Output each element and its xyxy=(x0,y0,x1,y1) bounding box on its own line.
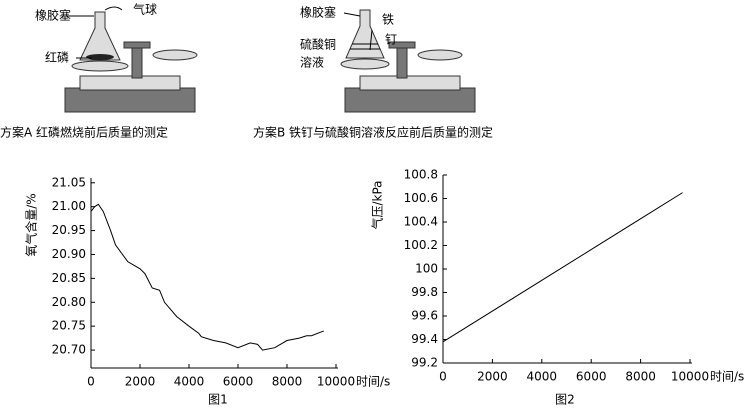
label: 红磷 xyxy=(45,50,69,65)
label: 铁 xyxy=(382,13,394,27)
x-tick-label: 4000 xyxy=(174,375,205,389)
x-tick-label: 10000 xyxy=(671,370,709,384)
y-tick-label: 20.90 xyxy=(52,247,86,261)
x-tick-label: 10000 xyxy=(317,375,355,389)
y-tick-label: 21.00 xyxy=(52,199,86,213)
label: 溶液 xyxy=(300,55,324,70)
x-tick-label: 8000 xyxy=(272,375,303,389)
x-tick-label: 0 xyxy=(439,370,447,384)
data-line xyxy=(90,203,324,351)
x-tick-label: 2000 xyxy=(125,375,156,389)
chart-caption: 图1 xyxy=(208,393,228,407)
label: 橡胶塞 xyxy=(35,8,71,23)
y-tick-label: 100.6 xyxy=(404,191,438,205)
x-axis-label: 时间/s xyxy=(710,370,744,384)
x-tick-label: 0 xyxy=(87,375,95,389)
y-tick-label: 100.8 xyxy=(404,168,438,182)
y-tick-label: 99.4 xyxy=(411,332,438,346)
y-tick-label: 20.80 xyxy=(52,295,86,309)
x-tick-label: 4000 xyxy=(527,370,558,384)
y-axis-label: 气压/kPa xyxy=(370,180,385,229)
y-tick-label: 99.6 xyxy=(411,309,438,323)
y-axis-label: 氧气含量/% xyxy=(24,193,39,256)
x-axis-label: 时间/s xyxy=(356,375,390,389)
data-line xyxy=(442,192,683,343)
y-tick-label: 100 xyxy=(415,262,438,276)
x-tick-label: 6000 xyxy=(576,370,607,384)
y-tick-label: 21.05 xyxy=(52,175,86,189)
caption: 方案A 红磷燃烧前后质量的测定 xyxy=(0,125,168,140)
label: 钉 xyxy=(385,33,397,47)
y-tick-label: 20.95 xyxy=(52,223,86,237)
apparatus-a xyxy=(62,6,198,113)
x-tick-label: 2000 xyxy=(477,370,508,384)
y-tick-label: 20.75 xyxy=(52,319,86,333)
x-tick-label: 8000 xyxy=(625,370,656,384)
x-tick-label: 6000 xyxy=(223,375,254,389)
chart-caption: 图2 xyxy=(555,393,575,407)
y-tick-label: 20.85 xyxy=(52,271,86,285)
y-tick-label: 100.2 xyxy=(404,238,438,252)
label: 硫酸铜 xyxy=(300,37,336,52)
label: 气球 xyxy=(133,2,157,17)
y-tick-label: 99.8 xyxy=(411,285,438,299)
y-tick-label: 99.2 xyxy=(411,356,438,370)
label: 橡胶塞 xyxy=(300,5,336,20)
y-tick-label: 20.70 xyxy=(52,343,86,357)
y-tick-label: 100.4 xyxy=(404,215,438,229)
apparatus-b xyxy=(340,9,476,113)
caption: 方案B 铁钉与硫酸铜溶液反应前后质量的测定 xyxy=(253,125,493,140)
